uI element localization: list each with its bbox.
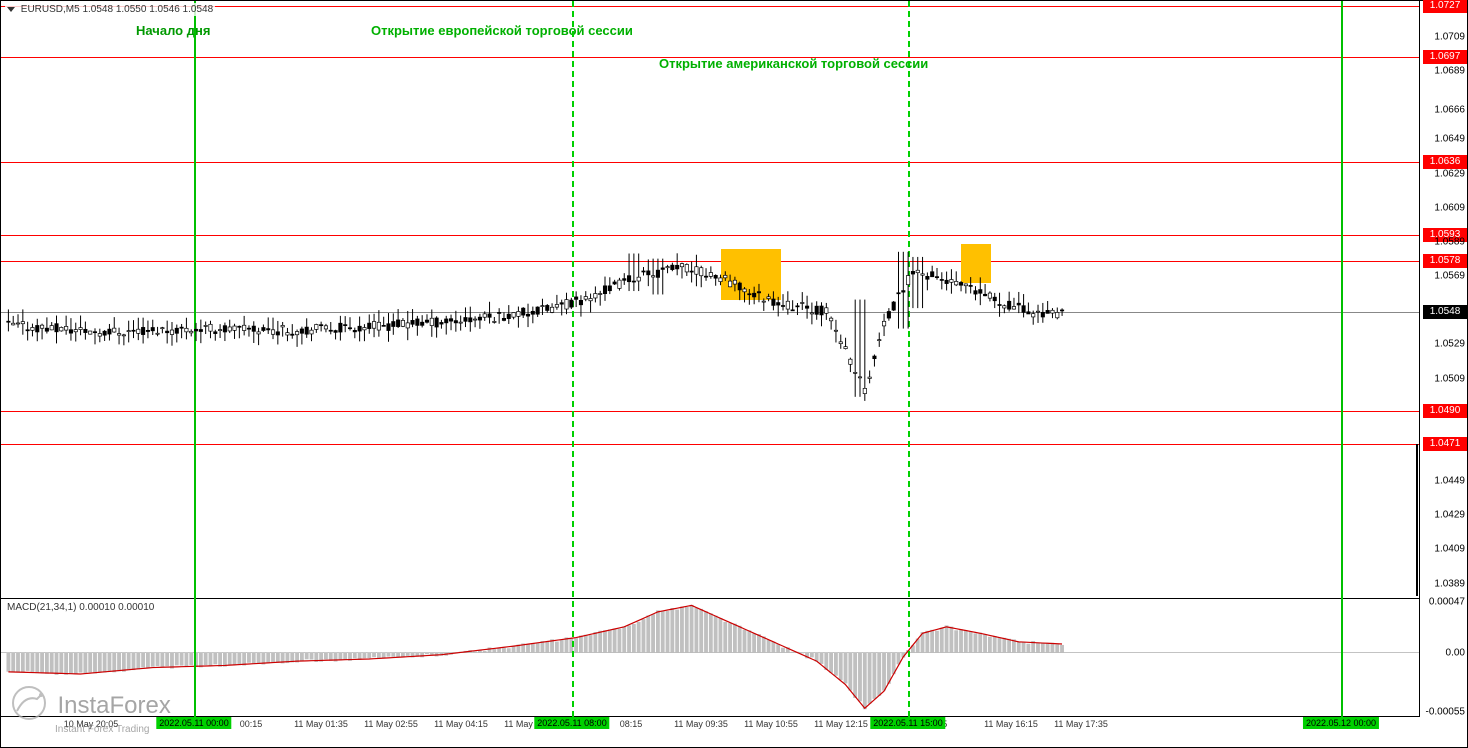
symbol-header: EURUSD,M5 1.0548 1.0550 1.0546 1.0548 — [5, 3, 215, 16]
y-tick: 1.0629 — [1434, 168, 1465, 179]
time-tick: 11 May 10:55 — [744, 719, 798, 729]
price-level-box: 1.0490 — [1423, 404, 1467, 418]
y-tick: 1.0529 — [1434, 339, 1465, 350]
brand-subtitle: Instant Forex Trading — [55, 724, 171, 735]
y-tick: 1.0409 — [1434, 544, 1465, 555]
price-level-box: 1.0697 — [1423, 50, 1467, 64]
price-level-box: 1.0636 — [1423, 155, 1467, 169]
symbol-tf: EURUSD,M5 — [21, 4, 80, 15]
y-tick: 0.00047 — [1429, 597, 1465, 608]
watermark: InstaForex Instant Forex Trading — [11, 685, 171, 735]
macd-pane[interactable]: MACD(21,34,1) 0.00010 0.00010 — [1, 599, 1419, 717]
time-tick: 11 May 01:35 — [294, 719, 348, 729]
price-level-box: 1.0578 — [1423, 254, 1467, 268]
time-tick: 11 May 02:55 — [364, 719, 418, 729]
y-tick: 1.0709 — [1434, 31, 1465, 42]
macd-header: MACD(21,34,1) 0.00010 0.00010 — [5, 601, 156, 614]
y-tick: 1.0429 — [1434, 510, 1465, 521]
time-tick: 11 May 17:35 — [1054, 719, 1108, 729]
y-tick: 1.0689 — [1434, 66, 1465, 77]
price-level-box: 1.0727 — [1423, 0, 1467, 13]
y-tick: 1.0389 — [1434, 578, 1465, 589]
time-box: 2022.05.12 00:00 — [1303, 717, 1379, 729]
brand-text: InstaForex — [57, 692, 170, 720]
brand-icon — [11, 685, 47, 726]
time-box: 2022.05.11 08:00 — [534, 717, 609, 729]
y-tick: 1.0609 — [1434, 202, 1465, 213]
y-tick: 1.0509 — [1434, 373, 1465, 384]
time-axis: 10 May 20:052022.05.11 00:0000:1511 May … — [1, 717, 1419, 747]
candlestick-svg — [1, 1, 1419, 598]
y-tick: 1.0649 — [1434, 134, 1465, 145]
time-tick: 11 May 04:15 — [434, 719, 488, 729]
y-tick: 1.0449 — [1434, 476, 1465, 487]
dropdown-icon[interactable] — [7, 7, 15, 12]
y-tick: 1.0666 — [1434, 105, 1465, 116]
time-box: 2022.05.11 15:00 — [870, 717, 945, 729]
y-tick: 0.00 — [1446, 647, 1465, 658]
ohlc-values: 1.0548 1.0550 1.0546 1.0548 — [82, 4, 213, 15]
y-tick: 1.0589 — [1434, 236, 1465, 247]
time-tick: 11 May 12:15 — [814, 719, 868, 729]
y-tick: -0.00055 — [1426, 706, 1465, 717]
price-y-axis: 1.0727 1.0709 1.0697 1.0689 1.0666 1.0649 1.06… — [1419, 1, 1467, 599]
price-pane[interactable]: EURUSD,M5 1.0548 1.0550 1.0546 1.0548 На… — [1, 1, 1419, 599]
time-tick: 00:15 — [240, 719, 263, 729]
price-level-box: 1.0471 — [1423, 437, 1467, 451]
y-tick: 1.0569 — [1434, 271, 1465, 282]
macd-svg — [1, 599, 1419, 717]
time-tick: 11 May 09:35 — [674, 719, 728, 729]
chart-container: EURUSD,M5 1.0548 1.0550 1.0546 1.0548 На… — [0, 0, 1468, 748]
time-tick: 08:15 — [620, 719, 643, 729]
macd-y-axis: 0.00047 0.00 -0.00055 — [1419, 599, 1467, 717]
time-tick: 11 May 16:15 — [984, 719, 1038, 729]
price-level-box: 1.0548 — [1423, 305, 1467, 319]
